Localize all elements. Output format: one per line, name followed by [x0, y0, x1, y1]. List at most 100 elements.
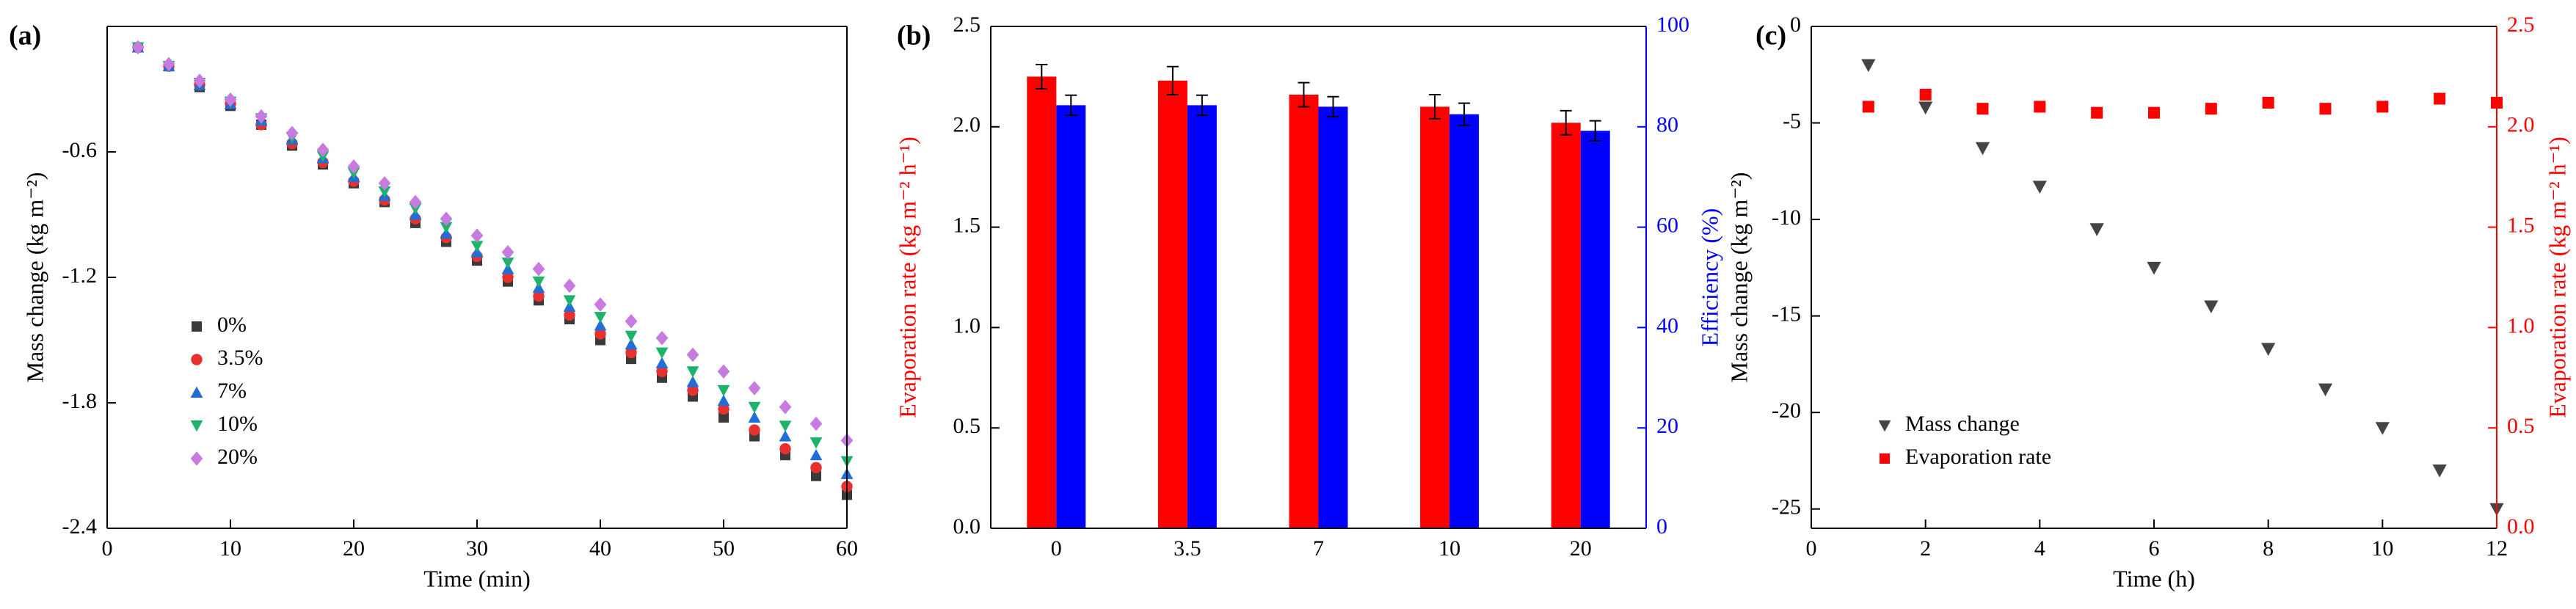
marker [717, 394, 730, 406]
x-tick-label: 10 [219, 536, 241, 561]
marker [625, 346, 637, 359]
marker [594, 297, 607, 312]
marker [2432, 464, 2447, 478]
marker [1975, 142, 1990, 156]
marker [1862, 101, 1874, 113]
marker [809, 448, 823, 461]
marker [810, 462, 822, 474]
bar [1318, 106, 1348, 528]
marker [224, 92, 237, 107]
marker [378, 175, 391, 191]
x-tick-label: 30 [466, 536, 488, 561]
y-tick-label: 0.5 [953, 414, 981, 438]
marker [316, 142, 330, 157]
marker [594, 328, 606, 340]
marker [2091, 106, 2103, 119]
marker [748, 411, 761, 423]
marker [162, 56, 175, 72]
marker [655, 330, 669, 346]
y-tick-label: -0.6 [62, 138, 98, 162]
error-bar [1560, 109, 1572, 136]
panel-label: (b) [897, 21, 931, 51]
marker [470, 241, 484, 252]
error-bar [1166, 65, 1179, 96]
marker [718, 403, 729, 415]
legend-label: 3.5% [217, 346, 263, 370]
y2-tick-label: 1.5 [2507, 213, 2535, 237]
bar [1289, 95, 1319, 529]
y2-tick-label: 0.0 [2507, 514, 2535, 539]
x-tick-label: 60 [836, 536, 858, 561]
marker [563, 278, 576, 293]
legend-marker [190, 386, 203, 398]
bar [1551, 123, 1581, 528]
marker [440, 222, 453, 233]
marker [378, 186, 391, 198]
y2-tick-label: 1.0 [2507, 313, 2535, 338]
x-tick-label: 0 [1051, 536, 1062, 561]
marker [532, 261, 545, 277]
marker [502, 271, 514, 283]
marker [656, 365, 668, 377]
legend-label: 20% [217, 445, 258, 469]
y2-tick-label: 60 [1656, 213, 1678, 237]
marker [717, 364, 730, 379]
y-tick-label: 1.5 [953, 213, 981, 237]
y-tick-label: -15 [1772, 302, 1801, 327]
marker [2318, 383, 2333, 397]
y-tick-label: 2.0 [953, 113, 981, 137]
y-tick-label: 0.0 [953, 514, 981, 539]
panel-label: (c) [1755, 21, 1786, 51]
x-tick-label: 12 [2486, 536, 2508, 561]
x-tick-label: 40 [589, 536, 611, 561]
y2-tick-label: 100 [1656, 12, 1689, 37]
marker [2434, 92, 2446, 105]
y2-tick-label: 80 [1656, 113, 1678, 137]
legend-label: Evaporation rate [1905, 445, 2051, 469]
x-tick-label: 20 [343, 536, 365, 561]
error-bar [1036, 63, 1048, 90]
x-tick-label: 0 [1806, 536, 1817, 561]
bar [1580, 131, 1610, 529]
marker [2147, 261, 2161, 275]
y2-tick-label: 0 [1656, 514, 1667, 539]
marker [749, 424, 760, 436]
marker [2262, 96, 2274, 109]
marker [409, 194, 422, 210]
marker [470, 228, 484, 243]
error-bar [1589, 120, 1601, 142]
x-tick-label: 7 [1313, 536, 1324, 561]
y-tick-label: 0 [1790, 12, 1801, 37]
marker [440, 211, 453, 226]
legend-marker [190, 451, 203, 466]
marker [563, 295, 576, 307]
marker [748, 381, 761, 395]
x-tick-label: 10 [2371, 536, 2393, 561]
bar [1157, 80, 1187, 528]
marker [1919, 89, 1932, 101]
error-bar [1065, 94, 1077, 117]
y2-tick-label: 2.0 [2507, 113, 2535, 137]
y-axis-title: Mass change (kg m⁻²) [21, 172, 48, 383]
legend-marker [1880, 453, 1890, 464]
marker [811, 470, 821, 481]
error-bar [1327, 95, 1339, 118]
y2-tick-label: 20 [1656, 414, 1678, 438]
marker [717, 384, 730, 397]
marker [2375, 422, 2390, 435]
marker [594, 319, 607, 331]
bar [1449, 114, 1480, 528]
y-tick-label: -5 [1783, 109, 1801, 133]
marker [594, 312, 607, 324]
error-bar [1196, 94, 1208, 117]
x-tick-label: 3.5 [1174, 536, 1201, 561]
legend-label: 0% [217, 313, 247, 337]
marker [687, 384, 699, 396]
marker [655, 357, 669, 368]
marker [809, 416, 823, 431]
marker [532, 276, 545, 288]
legend-marker [190, 420, 203, 432]
marker [1976, 103, 1989, 115]
marker [2376, 101, 2389, 113]
